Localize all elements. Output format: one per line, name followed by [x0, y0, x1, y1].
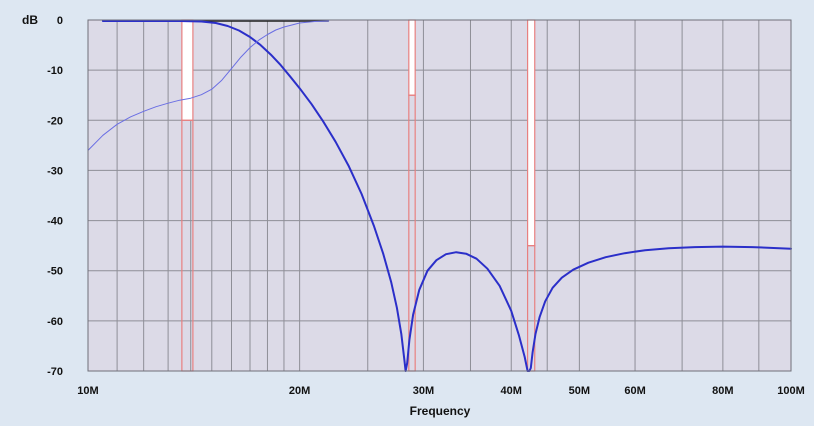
- marker-window: [181, 19, 194, 121]
- y-tick-label: -20: [47, 115, 63, 127]
- y-tick-label: -70: [47, 366, 63, 378]
- x-tick-label: 100M: [777, 385, 805, 397]
- marker-window: [526, 19, 536, 247]
- y-tick-label: -50: [47, 266, 63, 278]
- x-tick-label: 20M: [289, 385, 310, 397]
- y-tick-label: -60: [47, 316, 63, 328]
- x-tick-label: 40M: [501, 385, 522, 397]
- plot-frame: [87, 19, 792, 372]
- series-line-1: [101, 20, 792, 372]
- y-tick-label: 0: [57, 15, 63, 27]
- plot-area: [88, 20, 791, 371]
- x-tick-label: 30M: [413, 385, 434, 397]
- y-tick-label: -30: [47, 165, 63, 177]
- x-tick-label: 50M: [569, 385, 590, 397]
- y-tick-label: -40: [47, 216, 63, 228]
- y-axis-title: dB: [22, 13, 38, 27]
- marker-window: [408, 19, 416, 96]
- x-axis-title: Frequency: [410, 404, 471, 418]
- x-tick-label: 80M: [712, 385, 733, 397]
- series: [87, 20, 792, 372]
- ticks: 0 -10 -20 -30 -40 -50 -60 -70 10M 20M 30M 40M 50M 60M…: [47, 15, 805, 397]
- y-tick-label: -10: [47, 65, 63, 77]
- x-tick-label: 60M: [624, 385, 645, 397]
- series-line-2: [87, 20, 330, 151]
- x-tick-label: 10M: [77, 385, 98, 397]
